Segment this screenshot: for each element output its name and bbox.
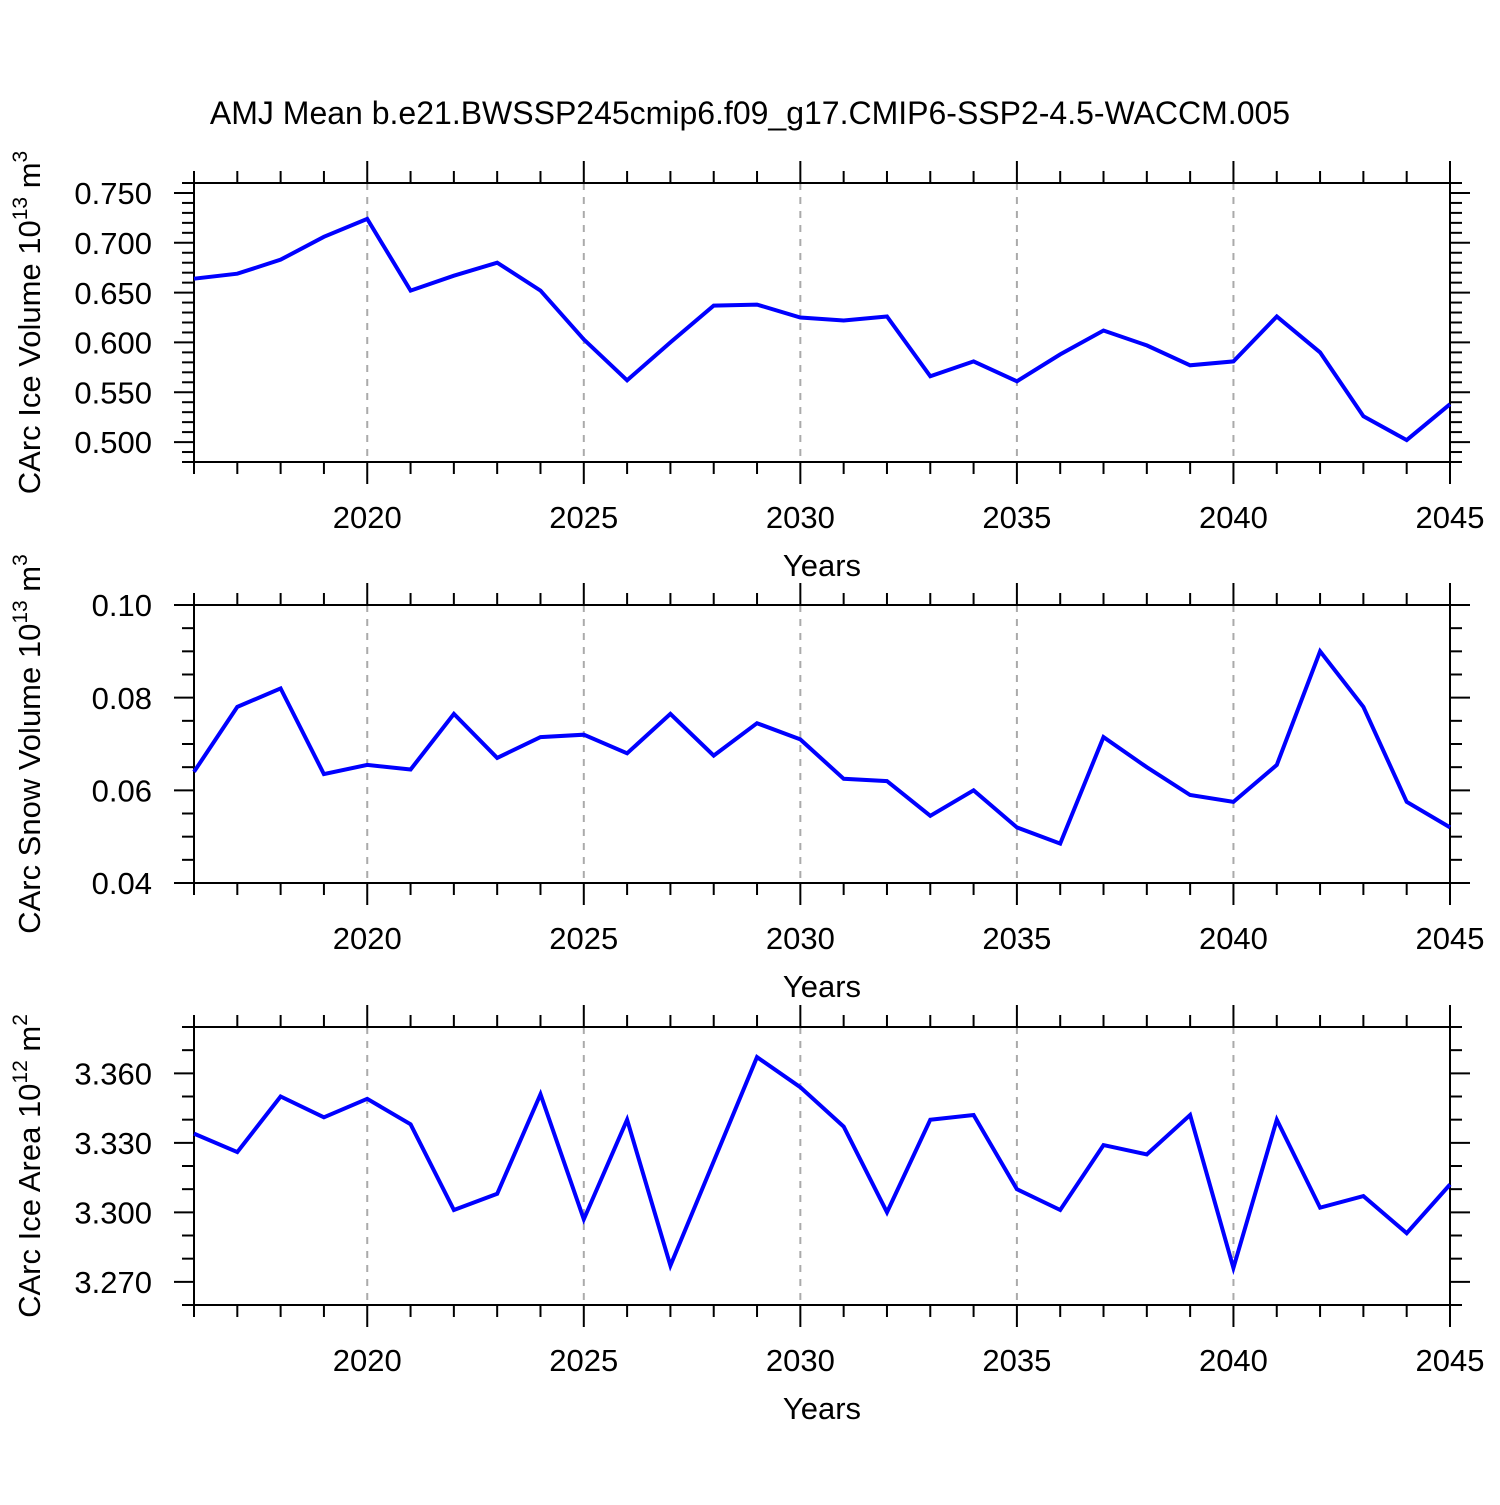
x-tick-label: 2030: [766, 1343, 835, 1378]
x-tick-label: 2020: [333, 921, 402, 956]
x-tick-label: 2045: [1416, 921, 1485, 956]
panel-snow-volume: 0.04 0.06 0.08 0.10 2020 2025 2030 2035 2040 2045…: [9, 554, 1484, 1004]
plot-frame: [193, 604, 1451, 884]
y-tick-label: 3.360: [74, 1056, 152, 1091]
x-tick-label: 2020: [333, 1343, 402, 1378]
x-axis-title: Years: [783, 548, 861, 583]
x-axis-title: Years: [783, 1391, 861, 1426]
gridlines: [366, 1027, 1235, 1305]
x-tick-label: 2045: [1416, 500, 1485, 535]
x-tick-label: 2025: [549, 1343, 618, 1378]
x-tick-label: 2030: [766, 500, 835, 535]
y-tick-label: 0.06: [92, 773, 152, 808]
y-tick-label: 3.300: [74, 1195, 152, 1230]
gridlines: [366, 605, 1235, 883]
y-tick-label: 0.700: [74, 226, 152, 261]
x-ticks: [193, 1005, 1451, 1327]
x-ticks: [193, 583, 1451, 905]
x-tick-label: 2025: [549, 921, 618, 956]
x-tick-label: 2035: [982, 500, 1051, 535]
y-tick-label: 0.600: [74, 326, 152, 361]
y-axis-title: CArc Ice Volume 1013 m3: [9, 151, 47, 494]
y-tick-label: 0.750: [74, 176, 152, 211]
plot-frame: [193, 182, 1451, 463]
y-tick-label: 0.04: [92, 866, 152, 901]
y-ticks: [174, 1026, 1470, 1306]
x-tick-label: 2030: [766, 921, 835, 956]
y-tick-label: 0.08: [92, 681, 152, 716]
ice-area-line: [193, 1054, 1452, 1276]
y-tick-label: 3.270: [74, 1265, 152, 1300]
x-tick-label: 2020: [333, 500, 402, 535]
panel-ice-volume: 0.500 0.550 0.600 0.650 0.700 0.750 2020 2025 20…: [9, 151, 1484, 583]
y-tick-label: 3.330: [74, 1126, 152, 1161]
ice-volume-line: [193, 216, 1452, 443]
y-ticks: [174, 182, 1470, 463]
y-axis-title: CArc Ice Area 1012 m2: [9, 1014, 47, 1318]
x-tick-label: 2040: [1199, 1343, 1268, 1378]
gridlines: [366, 183, 1235, 462]
y-ticks: [174, 604, 1470, 884]
x-ticks: [193, 161, 1451, 484]
x-tick-label: 2040: [1199, 921, 1268, 956]
x-tick-label: 2035: [982, 1343, 1051, 1378]
snow-volume-line: [192, 647, 1452, 847]
x-axis-title: Years: [783, 969, 861, 1004]
x-tick-label: 2035: [982, 921, 1051, 956]
x-tick-label: 2040: [1199, 500, 1268, 535]
y-tick-label: 0.550: [74, 375, 152, 410]
x-tick-label: 2045: [1416, 1343, 1485, 1378]
y-tick-label: 0.500: [74, 425, 152, 460]
y-tick-label: 0.10: [92, 588, 152, 623]
panel-ice-area: 3.270 3.300 3.330 3.360 2020 2025 2030 2035 2040…: [9, 1005, 1484, 1426]
chart-title: AMJ Mean b.e21.BWSSP245cmip6.f09_g17.CMI…: [209, 95, 1291, 131]
y-tick-label: 0.650: [74, 276, 152, 311]
y-axis-title: CArc Snow Volume 1013 m3: [9, 554, 47, 934]
x-tick-label: 2025: [549, 500, 618, 535]
